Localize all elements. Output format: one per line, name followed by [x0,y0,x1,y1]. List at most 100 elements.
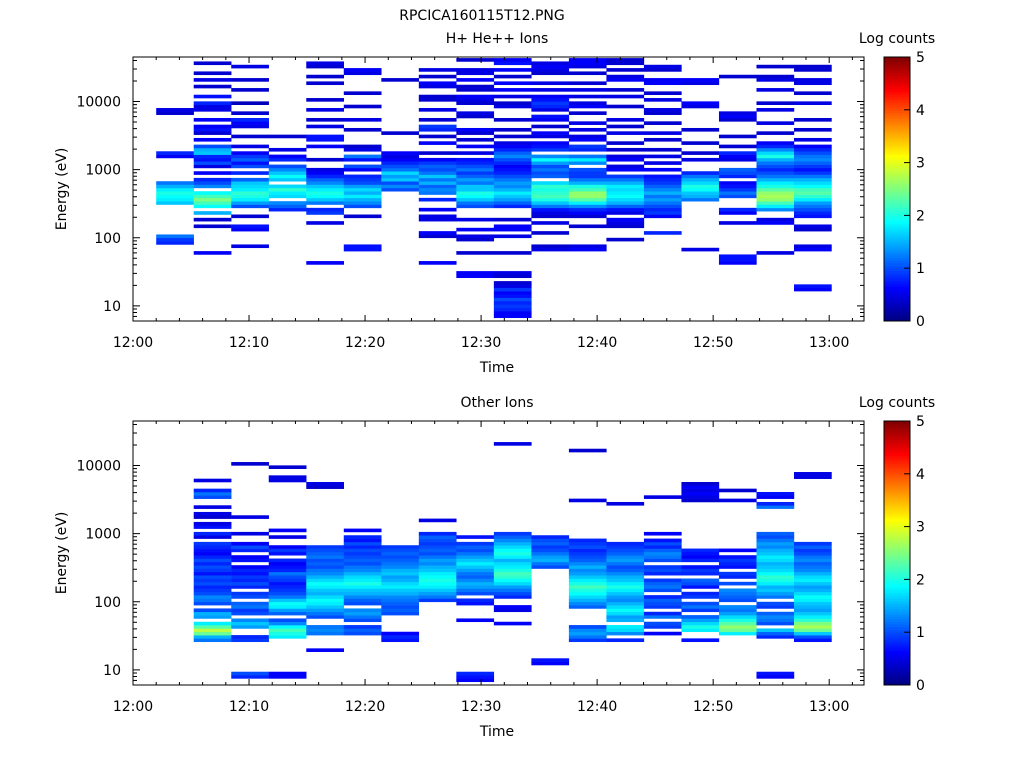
heatmap-cell [531,167,570,172]
colorbar-swatch [884,123,910,127]
heatmap-cell [681,548,720,553]
y-tick-label: 10 [103,663,121,679]
heatmap-cell [456,191,495,195]
heatmap-cell [606,204,645,209]
heatmap-cell [793,568,832,573]
heatmap-cell [681,174,720,179]
figure-title: RPCICA160115T12.PNG [399,8,564,24]
heatmap-cell [531,207,570,212]
heatmap-cell [531,187,570,192]
heatmap-cell [606,575,645,579]
heatmap-cell [531,94,570,99]
heatmap-cell [456,151,495,155]
heatmap-cell [531,64,570,69]
heatmap-cell [381,171,420,175]
heatmap-cell [718,558,757,563]
heatmap-cell [231,605,269,609]
heatmap-cell [456,578,495,583]
heatmap-cell [756,585,795,589]
heatmap-cell [306,184,344,189]
colorbar-swatch [884,481,910,485]
heatmap-cell [231,575,269,579]
heatmap-cell [456,535,495,539]
colorbar-swatch [884,313,910,317]
y-axis-label: Energy (eV) [54,148,70,231]
heatmap-cell [343,628,382,633]
heatmap-cell [531,104,570,109]
heatmap-cell [306,598,344,603]
heatmap-cell [681,127,720,132]
heatmap-cell [756,571,795,576]
heatmap-cell [531,174,570,179]
heatmap-cell [193,548,232,553]
heatmap-cell [531,184,570,189]
heatmap-cell [756,531,795,536]
heatmap-cell [306,181,344,185]
heatmap-cell [643,611,682,616]
heatmap-cell [493,94,532,99]
heatmap-cell [231,214,269,219]
colorbar-swatch [884,244,910,248]
heatmap-cell [756,207,795,212]
heatmap-cell [418,234,457,239]
heatmap-cell [531,231,570,235]
heatmap-cell [306,177,344,182]
heatmap-cell [193,541,232,546]
heatmap-cell [681,194,720,199]
heatmap-cell [193,194,232,199]
heatmap-cell [231,88,269,92]
heatmap-cell [606,68,645,72]
heatmap-cell [568,81,607,86]
heatmap-cell [718,154,757,159]
heatmap-cell [456,171,495,175]
colorbar-swatch [884,220,910,224]
heatmap-cell [381,187,420,192]
heatmap-cell [756,675,795,679]
heatmap-cell [793,548,832,553]
heatmap-cell [606,501,645,506]
heatmap-cell [681,81,720,86]
heatmap-cell [456,68,495,72]
colorbar-swatch [884,553,910,557]
heatmap-cell [756,201,795,205]
heatmap-cell [193,588,232,593]
heatmap-cell [193,545,232,549]
heatmap-cell [156,151,194,155]
heatmap-cell [568,631,607,636]
heatmap-cell [268,578,307,583]
heatmap-cell [306,61,344,66]
heatmap-cell [156,181,194,185]
heatmap-cell [568,61,607,66]
heatmap-cell [193,154,232,159]
heatmap-cell [643,68,682,72]
heatmap-cell [456,551,495,556]
heatmap-cell [606,628,645,633]
heatmap-cell [456,78,495,82]
colorbar-swatch [884,91,910,95]
colorbar-swatch [884,465,910,469]
colorbar-swatch [884,112,910,116]
heatmap-cell [156,237,194,242]
heatmap-cell [568,94,607,99]
colorbar-swatch [884,616,910,620]
heatmap-cell [793,575,832,579]
heatmap-cell [418,141,457,145]
heatmap-cell [493,531,532,536]
heatmap-cell [156,197,194,202]
colorbar-swatch [884,241,910,245]
colorbar-swatch [884,619,910,623]
heatmap-cell [718,114,757,119]
heatmap-cell [493,101,532,105]
heatmap-cell [306,174,344,179]
heatmap-cell [756,568,795,573]
heatmap-cell [231,601,269,606]
heatmap-cell [193,161,232,165]
colorbar-swatch [884,584,910,588]
colorbar-swatch [884,555,910,559]
heatmap-cell [193,555,232,559]
heatmap-cell [493,548,532,553]
colorbar-swatch [884,460,910,464]
colorbar-swatch [884,426,910,430]
colorbar-swatch [884,450,910,454]
heatmap-cell [756,101,795,105]
